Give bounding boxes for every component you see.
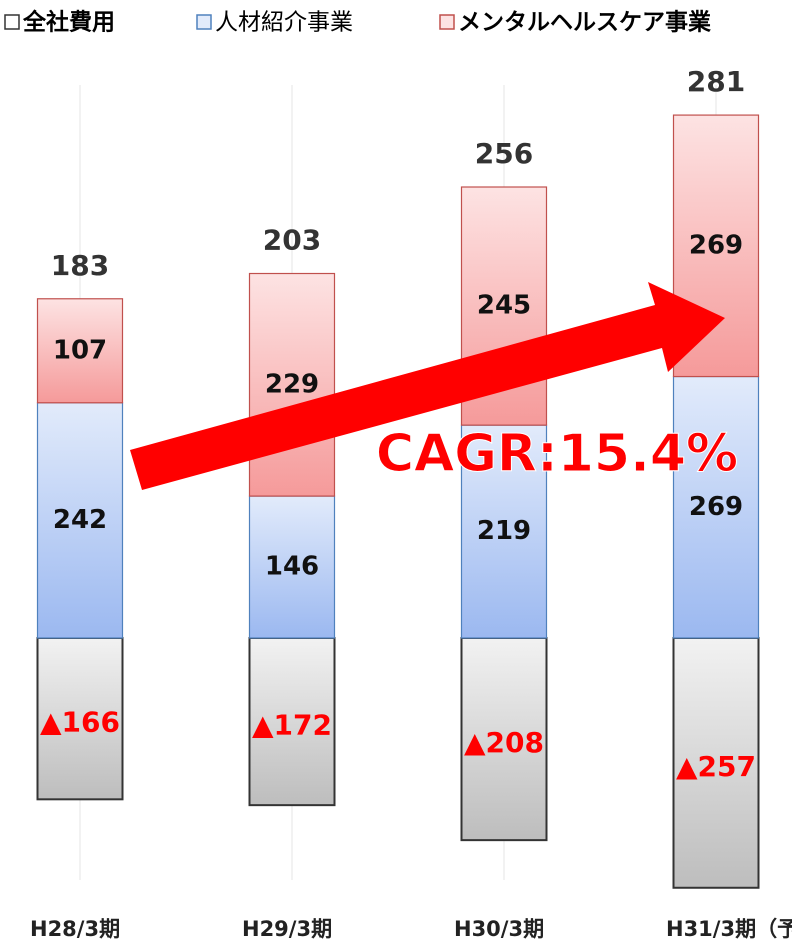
bar-segment [248, 272, 336, 497]
total-label: 203 [263, 224, 321, 257]
data-label: 146 [265, 552, 319, 582]
bars [36, 114, 760, 889]
bar-segment [36, 402, 124, 639]
bar-segment [248, 495, 336, 639]
trend-arrow [130, 282, 725, 490]
data-label: 219 [477, 516, 531, 546]
bar-segment [36, 636, 124, 801]
legend: 全社費用 人材紹介事業 メンタルヘルスケア事業 [4, 9, 712, 36]
bar-segment [672, 375, 760, 639]
labels: ▲166 242 107 183 H28/3期 ▲172 146 229 203 H29/3期 ▲2… [30, 65, 792, 941]
legend-label: 全社費用 [22, 9, 115, 36]
total-label: 281 [687, 65, 745, 98]
x-tick-label: H30/3期 [454, 917, 544, 941]
data-label: 245 [477, 291, 531, 321]
legend-label: 人材紹介事業 [215, 10, 353, 36]
data-label: ▲166 [40, 706, 120, 739]
data-label: 269 [689, 230, 743, 260]
total-label: 183 [51, 249, 109, 282]
x-tick-label: H29/3期 [242, 917, 332, 941]
data-label: ▲208 [464, 726, 544, 759]
bar-segment [460, 636, 548, 842]
legend-swatch [4, 14, 20, 30]
bar-segment [36, 298, 124, 404]
legend-swatch [196, 14, 212, 30]
data-label: ▲257 [676, 750, 756, 783]
x-tick-label: H28/3期 [30, 917, 120, 941]
bar-segment [248, 636, 336, 807]
annotation: CAGR:15.4% [376, 424, 738, 484]
legend-swatch [439, 14, 455, 30]
x-tick-label: H31/3期（予） [666, 917, 792, 941]
data-label: 269 [689, 492, 743, 522]
data-label: 242 [53, 505, 107, 535]
data-label: ▲172 [252, 709, 332, 742]
bar-segment [460, 424, 548, 639]
legend-label: メンタルヘルスケア事業 [458, 9, 712, 36]
data-label: 229 [265, 369, 319, 399]
data-label: 107 [53, 335, 107, 365]
total-label: 256 [475, 137, 533, 170]
